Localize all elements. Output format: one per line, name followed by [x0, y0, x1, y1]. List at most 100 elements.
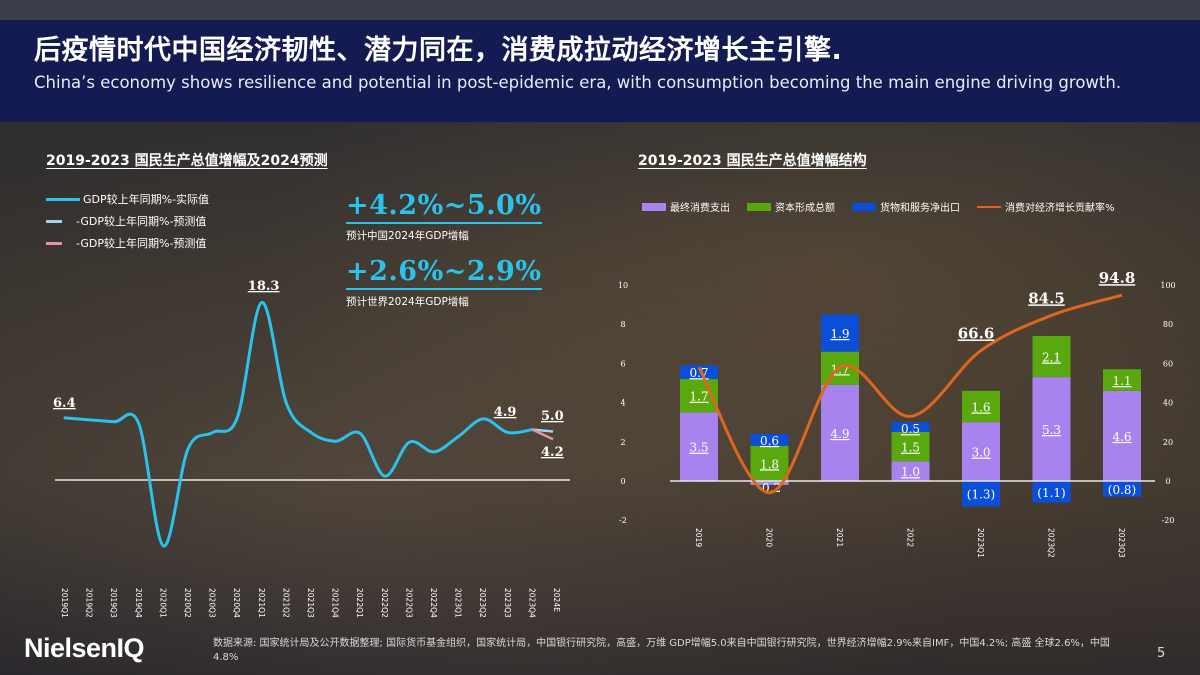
bar-segment — [962, 422, 1000, 481]
x-axis-tick-label: 2019Q1 — [60, 588, 69, 618]
right-y-tick: 0 — [1165, 477, 1170, 486]
bar-segment — [750, 433, 789, 446]
right-y-tick: 80 — [1163, 320, 1173, 329]
x-axis-tick-label: 2023Q2 — [1047, 528, 1056, 558]
bar-value-label: 4.6 — [1112, 430, 1131, 444]
bar-segment — [1103, 390, 1141, 481]
page-number: 5 — [1157, 646, 1166, 661]
left-y-tick: 0 — [620, 477, 625, 486]
consumption-contribution-line — [697, 293, 1123, 495]
legend-swatch-contribution-rate — [977, 205, 1001, 208]
bar-segment — [962, 481, 1000, 507]
bar-segment — [1103, 369, 1141, 391]
data-label: 6.4 — [53, 396, 76, 411]
bar-value-label: 1.9 — [830, 327, 849, 341]
x-axis-tick-label: 2023Q3 — [503, 588, 512, 618]
x-axis-tick-label: 2020 — [765, 528, 774, 547]
forecast-china-caption: 预计中国2024年GDP增幅 — [346, 230, 469, 242]
data-source-note: 数据来源: 国家统计局及公开数据整理; 国际货币基金组织，国家统计局，中国银行研… — [213, 638, 1110, 663]
x-axis-tick-label: 2019 — [694, 528, 703, 547]
bar-value-label: 4.9 — [830, 427, 849, 441]
bar-value-label: 1.5 — [901, 441, 920, 455]
x-axis-tick-label: 2024E — [552, 588, 561, 612]
x-axis-tick-label: 2022Q3 — [404, 588, 413, 618]
right-y-tick: 100 — [1160, 281, 1175, 290]
legend-label: 资本形成总额 — [775, 203, 835, 214]
legend-swatch-consumption — [642, 202, 666, 211]
data-label: 4.9 — [494, 405, 517, 420]
gdp-structure-bar-chart: -20246810-200204060801003.51.70.72019-0.… — [618, 269, 1176, 558]
legend-label: -GDP较上年同期%-预测值 — [76, 237, 207, 250]
x-axis-tick-label: 2019Q3 — [109, 588, 118, 618]
legend-item-net-export: 货物和服务净出口 — [852, 199, 960, 214]
x-axis-tick-label: 2023Q4 — [527, 588, 536, 618]
legend-swatch-net-export — [852, 202, 876, 211]
right-chart-title: 2019-2023 国民生产总值增幅结构 — [638, 153, 867, 169]
x-axis-tick-label: 2020Q1 — [158, 588, 167, 618]
x-axis-tick-label: 2022Q2 — [380, 588, 389, 618]
forecast-line — [531, 428, 554, 441]
forecast-world-value: +2.6%~2.9% — [346, 256, 542, 290]
legend-swatch-actual — [46, 197, 80, 201]
forecast-china: +4.2%~5.0% 预计中国2024年GDP增幅 — [346, 190, 542, 243]
bar-segment — [1103, 481, 1141, 497]
legend-label: -GDP较上年同期%-预测值 — [76, 215, 207, 228]
bar-segment — [821, 384, 859, 481]
page-title: 后疫情时代中国经济韧性、潜力同在，消费成拉动经济增长主引擎. — [34, 35, 843, 66]
bar-segment — [891, 432, 930, 462]
x-axis-tick-label: 2023Q1 — [976, 528, 985, 558]
line-value-label: 66.6 — [958, 324, 995, 342]
legend-label: 消费对经济增长贡献率% — [1005, 203, 1115, 214]
x-axis-tick-label: 2022 — [906, 528, 915, 547]
bar-segment — [1032, 335, 1071, 378]
bar-segment — [680, 365, 718, 380]
legend-item-actual: GDP较上年同期%-实际值 — [46, 188, 209, 210]
bar-segment — [962, 390, 1000, 423]
left-y-tick: 2 — [620, 438, 625, 447]
x-axis-tick-label: 2021Q1 — [257, 588, 266, 618]
gdp-growth-line-chart: 6.4 18.3 4.9 5.0 4.2 2019Q1 2019Q2 2019Q3 2019Q4… — [53, 279, 570, 618]
bar-segment — [891, 422, 930, 432]
bar-value-label: 1.7 — [689, 390, 708, 404]
bar-segment — [891, 461, 930, 481]
legend-item-forecast-high: -GDP较上年同期%-预测值 — [46, 210, 209, 232]
header-banner: 后疫情时代中国经济韧性、潜力同在，消费成拉动经济增长主引擎. China’s e… — [0, 20, 1200, 122]
right-y-tick: 40 — [1163, 399, 1173, 408]
bar-value-label: 1.0 — [901, 465, 920, 479]
legend-item-forecast-low: -GDP较上年同期%-预测值 — [46, 232, 209, 254]
bar-value-label: (0.8) — [1108, 483, 1136, 497]
bar-value-label: 3.0 — [971, 446, 990, 460]
left-y-tick: 4 — [620, 399, 625, 408]
page-subtitle: China’s economy shows resilience and pot… — [34, 73, 1122, 92]
bar-segment — [750, 445, 789, 481]
left-y-tick: 6 — [620, 359, 625, 368]
x-axis-tick-label: 2020Q4 — [232, 588, 241, 618]
x-axis-tick-label: 2023Q2 — [478, 588, 487, 618]
left-y-tick: -2 — [619, 516, 627, 525]
left-chart-title: 2019-2023 国民生产总值增幅及2024预测 — [46, 153, 328, 169]
bar-value-label: 3.5 — [689, 441, 708, 455]
x-axis-tick-label: 2020Q3 — [208, 588, 217, 618]
x-axis-tick-label: 2023Q1 — [454, 588, 463, 618]
bar-segment — [1032, 377, 1071, 481]
bar-value-label: (1.1) — [1037, 486, 1065, 500]
left-y-tick: 8 — [620, 320, 625, 329]
bar-value-label: 2.1 — [1042, 351, 1061, 365]
bar-segment — [1032, 481, 1071, 503]
legend-item-capital: 资本形成总额 — [747, 199, 835, 214]
legend-swatch-forecast-high — [46, 219, 62, 223]
bar-value-label: 5.3 — [1042, 423, 1061, 437]
bar-value-label: 1.6 — [971, 401, 990, 415]
right-y-tick: -20 — [1162, 516, 1175, 525]
x-axis-tick-label: 2019Q2 — [85, 588, 94, 618]
legend-item-consumption: 最终消费支出 — [642, 199, 730, 214]
x-axis-tick-label: 2022Q4 — [429, 588, 438, 618]
line-value-label: 84.5 — [1028, 289, 1065, 307]
legend-label: 货物和服务净出口 — [880, 203, 960, 214]
bar-segment — [821, 314, 859, 352]
top-strip — [0, 0, 1200, 20]
actual-gdp-line — [63, 300, 534, 548]
legend-item-contribution-rate: 消费对经济增长贡献率% — [977, 199, 1115, 214]
x-axis-tick-label: 2021Q2 — [281, 588, 290, 618]
bar-value-label: 0.5 — [901, 422, 920, 436]
